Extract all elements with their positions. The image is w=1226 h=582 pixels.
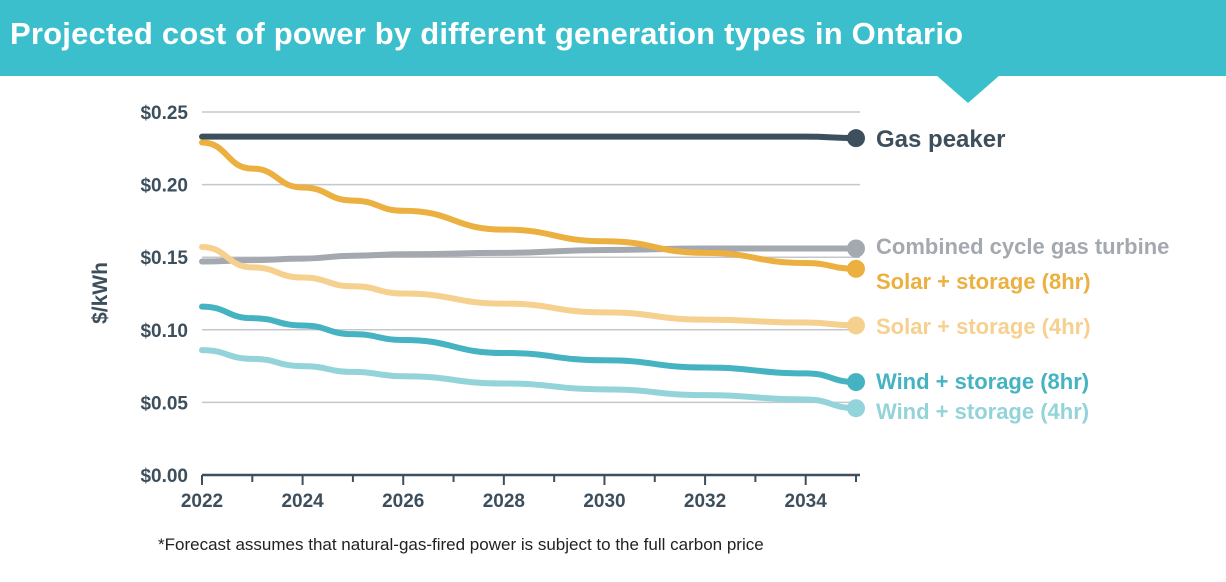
y-tick-label: $0.10 bbox=[140, 321, 188, 342]
y-tick-label: $0.15 bbox=[140, 248, 188, 269]
series-line bbox=[199, 139, 859, 272]
y-tick-label: $0.00 bbox=[140, 466, 188, 487]
x-tick-label: 2026 bbox=[382, 491, 424, 512]
series-end-marker bbox=[847, 373, 865, 392]
y-tick-label: $0.20 bbox=[140, 176, 188, 197]
x-tick-label: 2028 bbox=[483, 491, 525, 512]
chart-title: Projected cost of power by different gen… bbox=[10, 16, 964, 51]
title-banner bbox=[0, 0, 1226, 76]
series-end-marker bbox=[847, 316, 865, 335]
x-tick-label: 2022 bbox=[181, 491, 223, 512]
y-tick-label: $0.25 bbox=[140, 103, 188, 124]
series-line bbox=[199, 303, 859, 386]
series-end-marker bbox=[847, 129, 865, 148]
y-tick-label: $0.05 bbox=[140, 393, 188, 414]
series-end-marker bbox=[847, 399, 865, 418]
y-axis-label: $/kWh bbox=[89, 262, 112, 324]
series-line bbox=[199, 244, 859, 329]
series-line bbox=[199, 347, 859, 412]
x-tick-label: 2034 bbox=[785, 491, 828, 512]
series-line bbox=[199, 133, 859, 142]
series-end-marker bbox=[847, 259, 865, 278]
series-label: Wind + storage (4hr) bbox=[876, 399, 1089, 424]
x-tick-label: 2030 bbox=[583, 491, 625, 512]
series-end-marker bbox=[847, 239, 865, 258]
x-tick-label: 2032 bbox=[684, 491, 726, 512]
series-label: Solar + storage (4hr) bbox=[876, 314, 1091, 339]
banner-pointer bbox=[936, 75, 1000, 103]
series-label: Solar + storage (8hr) bbox=[876, 269, 1091, 294]
series-label: Wind + storage (8hr) bbox=[876, 369, 1089, 394]
x-tick-label: 2024 bbox=[281, 491, 324, 512]
series-line bbox=[199, 245, 859, 265]
footnote: *Forecast assumes that natural-gas-fired… bbox=[158, 535, 764, 554]
series-label: Combined cycle gas turbine bbox=[876, 234, 1169, 259]
series-label: Gas peaker bbox=[876, 126, 1005, 153]
